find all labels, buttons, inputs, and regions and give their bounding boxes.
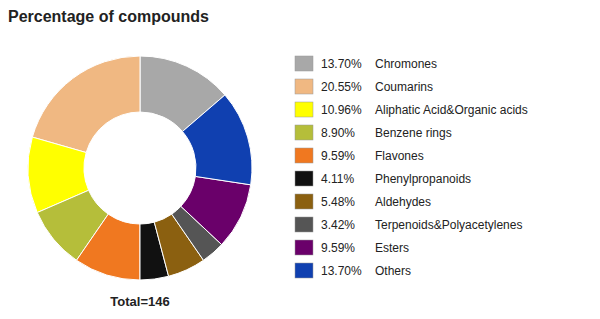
legend-value: 3.42% xyxy=(321,218,355,232)
slice xyxy=(181,176,251,244)
legend-label: Benzene rings xyxy=(375,126,452,140)
slice xyxy=(32,56,140,153)
legend-label: Esters xyxy=(375,241,409,255)
legend-row: 10.96% Aliphatic Acid&Organic acids xyxy=(295,102,528,117)
legend-swatch xyxy=(295,217,313,232)
legend-value: 10.96% xyxy=(321,103,362,117)
legend-row: 5.48% Aldehydes xyxy=(295,194,431,209)
slice xyxy=(182,95,252,185)
donut xyxy=(28,56,252,280)
legend-label: Aliphatic Acid&Organic acids xyxy=(375,103,528,117)
legend-swatch xyxy=(295,171,313,186)
legend-value: 9.59% xyxy=(321,149,355,163)
legend-swatch xyxy=(295,194,313,209)
legend-swatch xyxy=(295,102,313,117)
legend-label: Flavones xyxy=(375,149,424,163)
legend-value: 8.90% xyxy=(321,126,355,140)
legend-row: 20.55% Coumarins xyxy=(295,79,433,94)
legend-label: Terpenoids&Polyacetylenes xyxy=(375,218,522,232)
legend-label: Others xyxy=(375,264,411,278)
annotation: Total=146 xyxy=(110,294,169,309)
chart-svg: Percentage of compounds Total=146 13.70% Ch… xyxy=(0,0,600,319)
legend-swatch xyxy=(295,240,313,255)
legend-row: 3.42% Terpenoids&Polyacetylenes xyxy=(295,217,522,232)
legend-row: 13.70% Others xyxy=(295,263,411,278)
legend-swatch xyxy=(295,56,313,71)
legend-value: 13.70% xyxy=(321,57,362,71)
legend-row: 4.11% Phenylpropanoids xyxy=(295,171,471,186)
title: Percentage of compounds xyxy=(8,8,209,25)
legend-row: 9.59% Flavones xyxy=(295,148,424,163)
legend-label: Aldehydes xyxy=(375,195,431,209)
chart-container: Percentage of compounds Total=146 13.70% Ch… xyxy=(0,0,600,319)
legend-value: 4.11% xyxy=(321,172,354,186)
legend-label: Coumarins xyxy=(375,80,433,94)
legend-row: 8.90% Benzene rings xyxy=(295,125,452,140)
legend-label: Chromones xyxy=(375,57,437,71)
legend-value: 9.59% xyxy=(321,241,355,255)
legend-swatch xyxy=(295,263,313,278)
legend-value: 20.55% xyxy=(321,80,362,94)
legend-row: 13.70% Chromones xyxy=(295,56,437,71)
legend-value: 13.70% xyxy=(321,264,362,278)
legend-swatch xyxy=(295,79,313,94)
legend-swatch xyxy=(295,125,313,140)
legend: 13.70% Chromones 20.55% Coumarins 10.96% Alip… xyxy=(295,56,528,278)
slice xyxy=(77,214,140,280)
legend-label: Phenylpropanoids xyxy=(375,172,471,186)
legend-swatch xyxy=(295,148,313,163)
legend-value: 5.48% xyxy=(321,195,355,209)
legend-row: 9.59% Esters xyxy=(295,240,409,255)
